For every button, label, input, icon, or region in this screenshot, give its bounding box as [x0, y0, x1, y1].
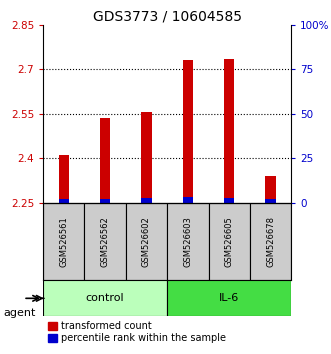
- Text: GSM526602: GSM526602: [142, 216, 151, 267]
- Bar: [167, 280, 291, 316]
- Text: GSM526605: GSM526605: [225, 216, 234, 267]
- Text: GSM526603: GSM526603: [183, 216, 192, 267]
- Text: IL-6: IL-6: [219, 293, 239, 303]
- Bar: [250, 202, 291, 280]
- Bar: [224, 59, 234, 202]
- Bar: [84, 202, 126, 280]
- Bar: [59, 155, 69, 202]
- Bar: [265, 199, 276, 202]
- Bar: [43, 280, 167, 316]
- Bar: [59, 199, 69, 202]
- Text: GSM526561: GSM526561: [59, 216, 68, 267]
- Text: GSM526678: GSM526678: [266, 216, 275, 267]
- Bar: [100, 118, 110, 202]
- Bar: [224, 198, 234, 202]
- Bar: [100, 199, 110, 202]
- Text: agent: agent: [3, 308, 36, 318]
- Bar: [167, 202, 209, 280]
- Text: control: control: [86, 293, 124, 303]
- Bar: [126, 202, 167, 280]
- Bar: [265, 176, 276, 202]
- Bar: [43, 202, 84, 280]
- Bar: [183, 197, 193, 202]
- Title: GDS3773 / 10604585: GDS3773 / 10604585: [93, 10, 242, 24]
- Legend: transformed count, percentile rank within the sample: transformed count, percentile rank withi…: [48, 321, 225, 343]
- Bar: [141, 198, 152, 202]
- Bar: [141, 112, 152, 202]
- Bar: [183, 60, 193, 202]
- Text: GSM526562: GSM526562: [101, 216, 110, 267]
- Bar: [209, 202, 250, 280]
